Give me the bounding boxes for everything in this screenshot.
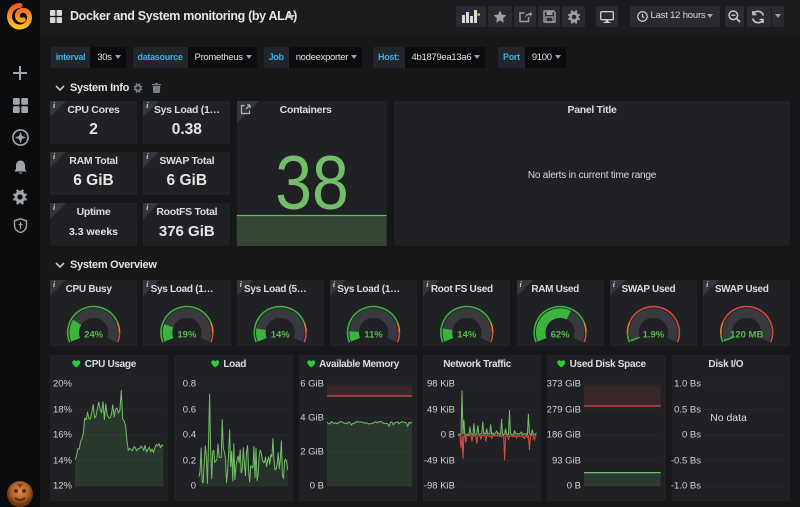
svg-text:62%: 62% xyxy=(551,330,571,341)
svg-text:120 MB: 120 MB xyxy=(730,330,763,341)
svg-text:24%: 24% xyxy=(84,330,104,341)
svg-text:19%: 19% xyxy=(177,330,197,341)
svg-text:1.9%: 1.9% xyxy=(643,330,665,341)
svg-text:14%: 14% xyxy=(271,330,291,341)
svg-text:11%: 11% xyxy=(364,330,383,341)
svg-text:14%: 14% xyxy=(457,330,477,341)
